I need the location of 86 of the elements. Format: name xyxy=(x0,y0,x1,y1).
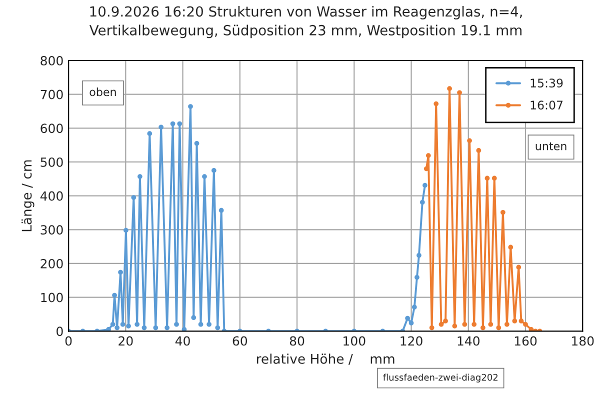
point xyxy=(215,325,220,330)
point xyxy=(114,325,120,330)
point xyxy=(198,322,204,327)
point xyxy=(211,168,216,173)
point xyxy=(452,324,458,328)
point xyxy=(516,264,522,270)
point xyxy=(426,153,431,158)
point xyxy=(188,104,193,109)
point xyxy=(476,148,482,153)
point xyxy=(447,86,452,92)
point xyxy=(164,325,170,330)
y-tick-label: 0 xyxy=(56,326,63,336)
point xyxy=(480,325,486,330)
point xyxy=(170,121,176,126)
point xyxy=(508,244,514,250)
x-tick-label: 0 xyxy=(65,336,72,346)
y-tick-label: 200 xyxy=(40,258,63,268)
point xyxy=(153,325,158,330)
x-tick-label: 40 xyxy=(175,336,190,346)
x-tick-label: 140 xyxy=(458,336,480,346)
point xyxy=(518,318,524,324)
y-tick-label: 100 xyxy=(41,292,63,302)
point xyxy=(191,315,196,320)
annotation: unten xyxy=(536,142,566,150)
point xyxy=(488,322,494,327)
point xyxy=(134,322,140,327)
point xyxy=(500,210,506,215)
x-tick-label: 120 xyxy=(400,336,422,346)
legend-label: 15:39 xyxy=(530,78,563,88)
point xyxy=(106,327,111,332)
point xyxy=(405,316,410,321)
point xyxy=(429,325,434,330)
x-tick-label: 60 xyxy=(232,336,248,346)
point xyxy=(202,174,207,179)
point xyxy=(412,304,417,310)
point xyxy=(472,322,477,327)
point xyxy=(177,121,182,126)
point xyxy=(523,322,528,327)
point xyxy=(120,322,126,327)
point xyxy=(118,270,123,275)
x-tick-label: 180 xyxy=(572,336,594,346)
legend-label: 16:07 xyxy=(530,100,563,110)
point xyxy=(206,322,212,327)
x-tick-label: 100 xyxy=(344,336,366,346)
point xyxy=(416,252,422,258)
x-tick-label: 160 xyxy=(514,336,537,346)
point xyxy=(158,124,164,130)
point xyxy=(414,274,420,280)
point xyxy=(462,322,468,327)
point xyxy=(110,322,116,327)
point xyxy=(457,90,462,96)
point xyxy=(434,101,439,106)
y-tick-label: 700 xyxy=(40,90,63,100)
y-tick-label: 600 xyxy=(40,124,63,134)
annotation: oben xyxy=(90,88,116,96)
point xyxy=(492,176,497,181)
point xyxy=(138,174,142,179)
y-tick-label: 800 xyxy=(40,56,63,66)
point xyxy=(496,325,502,330)
x-axis-title: relative Höhe / mm xyxy=(257,354,394,365)
chart-title: 10.9.2026 16:20 Strukturen von Wasser im Reagenzglas, n=4, Vertikalbewegung, Südposition 23 mm, Westposition 19.1 mm xyxy=(89,6,522,38)
x-tick-label: 80 xyxy=(290,336,304,346)
point xyxy=(408,320,414,326)
y-tick-label: 400 xyxy=(40,191,63,201)
point xyxy=(124,228,128,233)
point xyxy=(438,322,444,327)
point xyxy=(194,140,200,146)
point xyxy=(126,324,131,328)
point xyxy=(218,208,224,213)
point xyxy=(467,138,472,144)
y-tick-label: 500 xyxy=(40,157,63,167)
point xyxy=(422,182,428,188)
point xyxy=(147,131,152,136)
point xyxy=(420,200,425,205)
point xyxy=(131,195,136,200)
point xyxy=(484,176,490,181)
point xyxy=(443,318,448,324)
point xyxy=(112,292,117,298)
text: flussfaeden-zwei-diag202 xyxy=(383,374,498,382)
point xyxy=(174,322,179,327)
point xyxy=(512,318,518,324)
x-tick-label: 20 xyxy=(118,336,133,346)
point xyxy=(504,322,510,327)
y-axis-title: Länge / cm xyxy=(22,160,34,232)
y-tick-label: 300 xyxy=(40,225,63,235)
point xyxy=(142,325,147,330)
